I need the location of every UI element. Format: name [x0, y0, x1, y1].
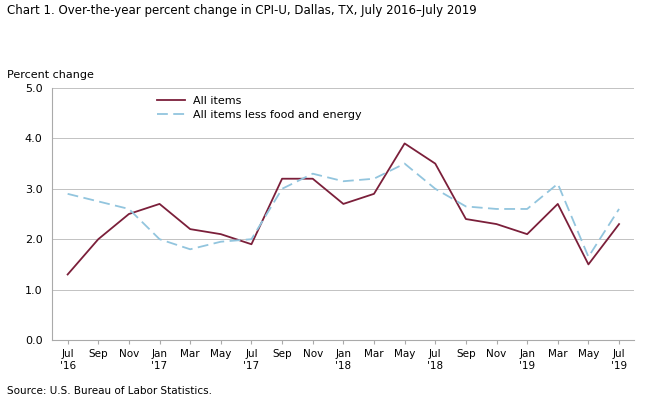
All items less food and energy	[278, 186, 286, 191]
Legend: All items, All items less food and energy: All items, All items less food and energ…	[157, 96, 362, 120]
All items less food and energy	[432, 186, 439, 191]
All items less food and energy	[585, 254, 593, 259]
All items	[554, 202, 562, 206]
All items less food and energy	[94, 199, 102, 204]
All items	[94, 237, 102, 242]
All items	[432, 161, 439, 166]
All items	[339, 202, 347, 206]
All items	[523, 232, 531, 236]
All items	[156, 202, 164, 206]
All items	[401, 141, 409, 146]
All items less food and energy	[401, 161, 409, 166]
All items less food and energy	[186, 247, 194, 252]
All items	[309, 176, 317, 181]
Text: Percent change: Percent change	[7, 70, 94, 80]
All items	[370, 192, 378, 196]
All items less food and energy	[247, 237, 255, 242]
All items less food and energy	[523, 206, 531, 211]
All items	[462, 217, 470, 222]
All items less food and energy	[309, 171, 317, 176]
All items	[247, 242, 255, 247]
All items	[186, 227, 194, 232]
All items	[125, 212, 133, 216]
All items less food and energy	[125, 206, 133, 211]
All items	[615, 222, 623, 226]
All items less food and energy	[554, 181, 562, 186]
All items less food and energy	[63, 192, 71, 196]
Text: Source: U.S. Bureau of Labor Statistics.: Source: U.S. Bureau of Labor Statistics.	[7, 386, 211, 396]
All items less food and energy	[370, 176, 378, 181]
All items	[492, 222, 500, 226]
Line: All items less food and energy: All items less food and energy	[67, 164, 619, 257]
All items less food and energy	[217, 239, 225, 244]
Text: Chart 1. Over-the-year percent change in CPI-U, Dallas, TX, July 2016–July 2019: Chart 1. Over-the-year percent change in…	[7, 4, 476, 17]
All items	[278, 176, 286, 181]
All items	[63, 272, 71, 277]
All items less food and energy	[615, 206, 623, 211]
All items less food and energy	[462, 204, 470, 209]
Line: All items: All items	[67, 144, 619, 274]
All items less food and energy	[156, 237, 164, 242]
All items	[585, 262, 593, 267]
All items less food and energy	[492, 206, 500, 211]
All items	[217, 232, 225, 236]
All items less food and energy	[339, 179, 347, 184]
